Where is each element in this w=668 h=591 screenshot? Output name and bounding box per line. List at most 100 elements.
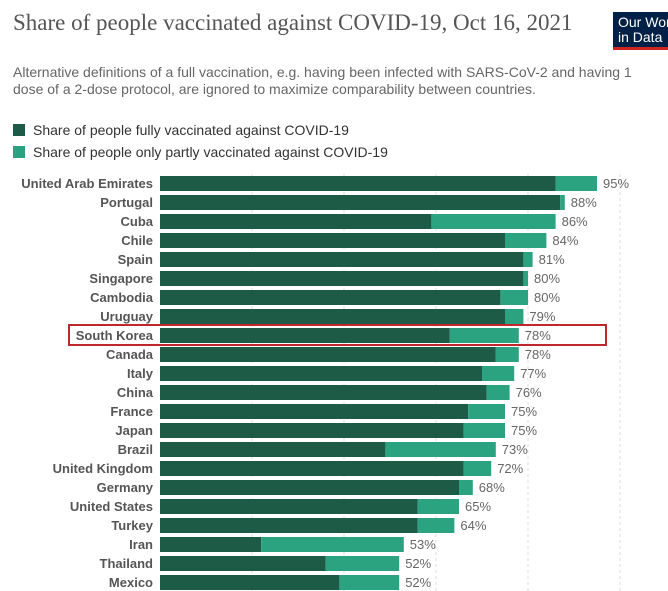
bar-partial-south-korea[interactable] [449,328,519,343]
bar-full-iran[interactable] [160,537,262,552]
bar-full-brazil[interactable] [160,442,386,457]
value-label-united-arab-emirates: 95% [603,176,629,191]
category-label-south-korea: South Korea [76,328,154,343]
category-label-turkey: Turkey [111,518,153,533]
value-label-cambodia: 80% [534,290,560,305]
bar-partial-united-kingdom[interactable] [463,461,492,476]
category-label-cuba: Cuba [121,214,154,229]
bar-full-united-states[interactable] [160,499,418,514]
category-label-united-kingdom: United Kingdom [53,461,153,476]
bar-partial-cambodia[interactable] [500,290,528,305]
category-label-mexico: Mexico [109,575,153,590]
bar-partial-france[interactable] [468,404,505,419]
category-label-china: China [117,385,154,400]
value-label-south-korea: 78% [525,328,551,343]
bar-full-uruguay[interactable] [160,309,505,324]
chart-title: Share of people vaccinated against COVID… [13,10,573,35]
legend-swatch-partial [13,146,25,158]
logo-line-1: Our World [618,14,668,30]
value-label-japan: 75% [511,423,537,438]
owid-logo[interactable]: Our World in Data [613,12,668,50]
category-label-germany: Germany [97,480,154,495]
bar-partial-mexico[interactable] [339,575,400,590]
value-label-canada: 78% [525,347,551,362]
legend-swatch-full [13,124,25,136]
bar-partial-portugal[interactable] [560,195,565,210]
highlight-box-south-korea [68,324,607,346]
bar-partial-canada[interactable] [495,347,519,362]
category-label-italy: Italy [127,366,154,381]
bar-partial-singapore[interactable] [523,271,528,286]
bar-partial-thailand[interactable] [325,556,400,571]
bar-full-cambodia[interactable] [160,290,501,305]
value-label-china: 76% [516,385,542,400]
legend-item-full[interactable]: Share of people fully vaccinated against… [13,119,388,141]
value-label-thailand: 52% [405,556,431,571]
bar-partial-china[interactable] [486,385,510,400]
category-label-canada: Canada [106,347,154,362]
bar-partial-germany[interactable] [459,480,473,495]
category-label-france: France [110,404,153,419]
bar-full-spain[interactable] [160,252,524,267]
category-label-iran: Iran [129,537,153,552]
category-label-united-states: United States [70,499,153,514]
bar-partial-turkey[interactable] [417,518,455,533]
bar-full-canada[interactable] [160,347,496,362]
value-label-chile: 84% [552,233,578,248]
category-label-brazil: Brazil [118,442,153,457]
category-label-uruguay: Uruguay [100,309,154,324]
bar-partial-united-arab-emirates[interactable] [555,176,597,191]
category-label-japan: Japan [115,423,153,438]
value-label-spain: 81% [539,252,565,267]
value-label-iran: 53% [410,537,436,552]
value-label-turkey: 64% [460,518,486,533]
value-label-france: 75% [511,404,537,419]
category-label-spain: Spain [118,252,153,267]
bar-partial-iran[interactable] [261,537,404,552]
bar-full-italy[interactable] [160,366,482,381]
legend-label-partial: Share of people only partly vaccinated a… [33,144,388,160]
bar-full-united-kingdom[interactable] [160,461,464,476]
bar-full-turkey[interactable] [160,518,418,533]
bar-full-cuba[interactable] [160,214,432,229]
category-label-chile: Chile [121,233,153,248]
bar-partial-italy[interactable] [482,366,515,381]
category-label-portugal: Portugal [100,195,153,210]
chart-subtitle: Alternative definitions of a full vaccin… [13,64,632,97]
bar-partial-spain[interactable] [523,252,533,267]
logo-line-2: in Data [618,29,663,45]
bar-full-south-korea[interactable] [160,328,450,343]
bar-full-japan[interactable] [160,423,464,438]
value-label-united-kingdom: 72% [497,461,523,476]
bar-partial-japan[interactable] [463,423,505,438]
bar-partial-cuba[interactable] [431,214,556,229]
bar-full-portugal[interactable] [160,195,561,210]
value-label-germany: 68% [479,480,505,495]
value-label-portugal: 88% [571,195,597,210]
bar-partial-chile[interactable] [505,233,547,248]
bar-full-germany[interactable] [160,480,459,495]
bar-partial-uruguay[interactable] [505,309,524,324]
value-label-brazil: 73% [502,442,528,457]
bar-full-chile[interactable] [160,233,505,248]
legend-item-partial[interactable]: Share of people only partly vaccinated a… [13,141,388,163]
bar-full-thailand[interactable] [160,556,326,571]
bar-full-united-arab-emirates[interactable] [160,176,556,191]
category-label-cambodia: Cambodia [90,290,154,305]
bar-full-china[interactable] [160,385,487,400]
category-label-singapore: Singapore [89,271,153,286]
bar-partial-brazil[interactable] [385,442,496,457]
legend: Share of people fully vaccinated against… [13,119,388,163]
bar-full-mexico[interactable] [160,575,340,590]
category-label-united-arab-emirates: United Arab Emirates [21,176,153,191]
bar-partial-united-states[interactable] [417,499,459,514]
bar-full-france[interactable] [160,404,469,419]
value-label-cuba: 86% [562,214,588,229]
legend-label-full: Share of people fully vaccinated against… [33,122,349,138]
value-label-united-states: 65% [465,499,491,514]
bar-full-singapore[interactable] [160,271,524,286]
value-label-italy: 77% [520,366,546,381]
value-label-singapore: 80% [534,271,560,286]
category-label-thailand: Thailand [100,556,154,571]
